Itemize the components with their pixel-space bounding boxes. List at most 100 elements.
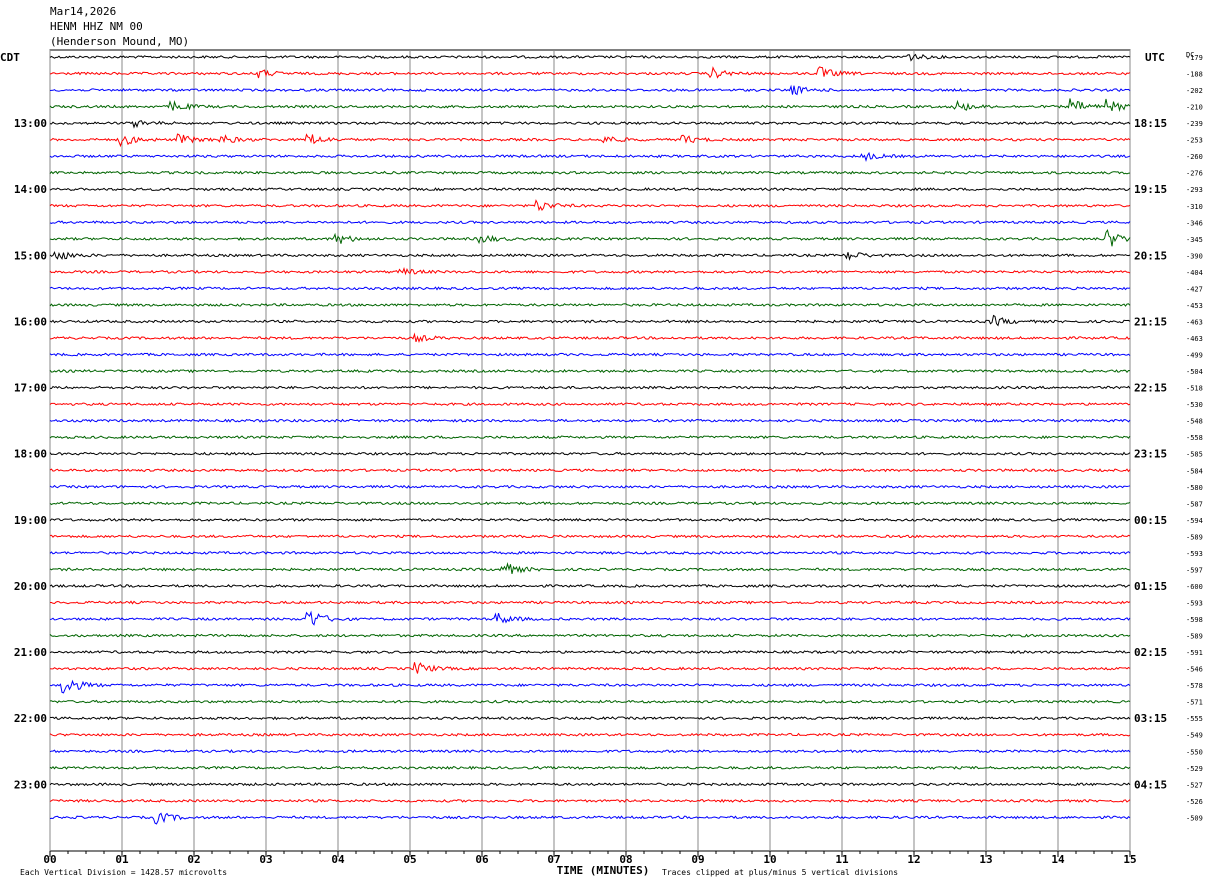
footnote: Traces clipped at plus/minus 5 vertical … [662, 868, 898, 877]
dc-offset: -548 [1186, 418, 1203, 426]
dc-offset: -260 [1186, 153, 1203, 161]
x-tick-label: 00 [43, 853, 56, 866]
trace [49, 468, 1131, 473]
dc-offset: -578 [1186, 682, 1203, 690]
dc-offset: -210 [1186, 104, 1203, 112]
trace [49, 151, 1131, 163]
trace [49, 765, 1131, 770]
trace [49, 352, 1131, 357]
trace [49, 451, 1131, 456]
trace [49, 699, 1131, 704]
dc-offset: -453 [1186, 302, 1203, 310]
utc-label: 18:15 [1134, 117, 1167, 130]
cdt-label: 19:00 [14, 514, 47, 527]
x-tick-label: 04 [331, 853, 345, 866]
dc-offset: -589 [1186, 533, 1203, 541]
trace [49, 187, 1131, 192]
utc-label: 20:15 [1134, 249, 1167, 262]
trace [49, 267, 1131, 276]
dc-offset: -600 [1186, 583, 1203, 591]
dc-offset: -518 [1186, 385, 1203, 393]
dc-offset: -310 [1186, 203, 1203, 211]
trace [49, 98, 1131, 112]
dc-offset: -253 [1186, 137, 1203, 145]
trace [49, 501, 1131, 506]
cdt-label: 21:00 [14, 646, 47, 659]
trace [49, 716, 1131, 721]
dc-offset: -550 [1186, 748, 1203, 756]
utc-label: 04:15 [1134, 778, 1167, 791]
dc-offset: -546 [1186, 666, 1203, 674]
dc-offset: -580 [1186, 484, 1203, 492]
dc-offset: -202 [1186, 87, 1203, 95]
trace [49, 633, 1131, 638]
dc-offset: -346 [1186, 219, 1203, 227]
utc-label: 02:15 [1134, 646, 1167, 659]
cdt-label: 14:00 [14, 183, 47, 196]
dc-offset: -598 [1186, 616, 1203, 624]
dc-offset: -589 [1186, 633, 1203, 641]
dc-offset: -179 [1186, 54, 1203, 62]
x-tick-label: 12 [907, 853, 920, 866]
trace [49, 170, 1131, 175]
utc-label: 01:15 [1134, 580, 1167, 593]
trace [49, 798, 1131, 803]
dc-offset: -239 [1186, 120, 1203, 128]
trace [49, 561, 1131, 575]
trace [49, 534, 1131, 539]
dc-offset: -527 [1186, 781, 1203, 789]
trace [49, 369, 1131, 374]
trace [49, 53, 1131, 62]
dc-offset: -597 [1186, 566, 1203, 574]
dc-offset: -463 [1186, 335, 1203, 343]
trace [49, 610, 1131, 626]
x-tick-label: 02 [187, 853, 200, 866]
dc-offset: -530 [1186, 401, 1203, 409]
dc-offset: -591 [1186, 649, 1203, 657]
utc-label: 19:15 [1134, 183, 1167, 196]
cdt-label: 13:00 [14, 117, 47, 130]
dc-offset: -499 [1186, 352, 1203, 360]
trace [49, 402, 1131, 407]
left-axis-title: CDT [0, 51, 20, 64]
dc-offset: -293 [1186, 186, 1203, 194]
header-line: Mar14,2026 [50, 5, 116, 18]
trace [49, 484, 1131, 489]
utc-label: 22:15 [1134, 382, 1167, 395]
trace [49, 517, 1131, 522]
cdt-label: 18:00 [14, 448, 47, 461]
trace [49, 782, 1131, 787]
x-tick-label: 10 [763, 853, 776, 866]
dc-offset: -587 [1186, 500, 1203, 508]
footnote: Each Vertical Division = 1428.57 microvo… [20, 868, 227, 877]
cdt-label: 15:00 [14, 249, 47, 262]
trace [49, 199, 1131, 212]
trace [49, 650, 1131, 655]
cdt-label: 17:00 [14, 382, 47, 395]
dc-offset: -571 [1186, 699, 1203, 707]
trace [49, 250, 1131, 261]
trace [49, 228, 1131, 247]
utc-label: 23:15 [1134, 448, 1167, 461]
trace [49, 749, 1131, 754]
trace [49, 84, 1131, 96]
trace [50, 600, 1131, 605]
dc-offset: -276 [1186, 170, 1203, 178]
trace [49, 732, 1131, 737]
trace [49, 418, 1131, 423]
x-tick-label: 01 [115, 853, 129, 866]
trace [49, 385, 1131, 390]
x-tick-label: 09 [691, 853, 704, 866]
dc-offset: -555 [1186, 715, 1203, 723]
dc-offset: -529 [1186, 765, 1203, 773]
header-line: HENM HHZ NM 00 [50, 20, 143, 33]
trace [49, 220, 1131, 225]
cdt-label: 16:00 [14, 315, 47, 328]
dc-offset: -593 [1186, 599, 1203, 607]
x-tick-label: 03 [259, 853, 272, 866]
dc-offset: -509 [1186, 814, 1203, 822]
x-axis-title: TIME (MINUTES) [557, 864, 650, 877]
trace [49, 679, 1131, 694]
x-tick-label: 13 [979, 853, 992, 866]
dc-offset: -345 [1186, 236, 1203, 244]
